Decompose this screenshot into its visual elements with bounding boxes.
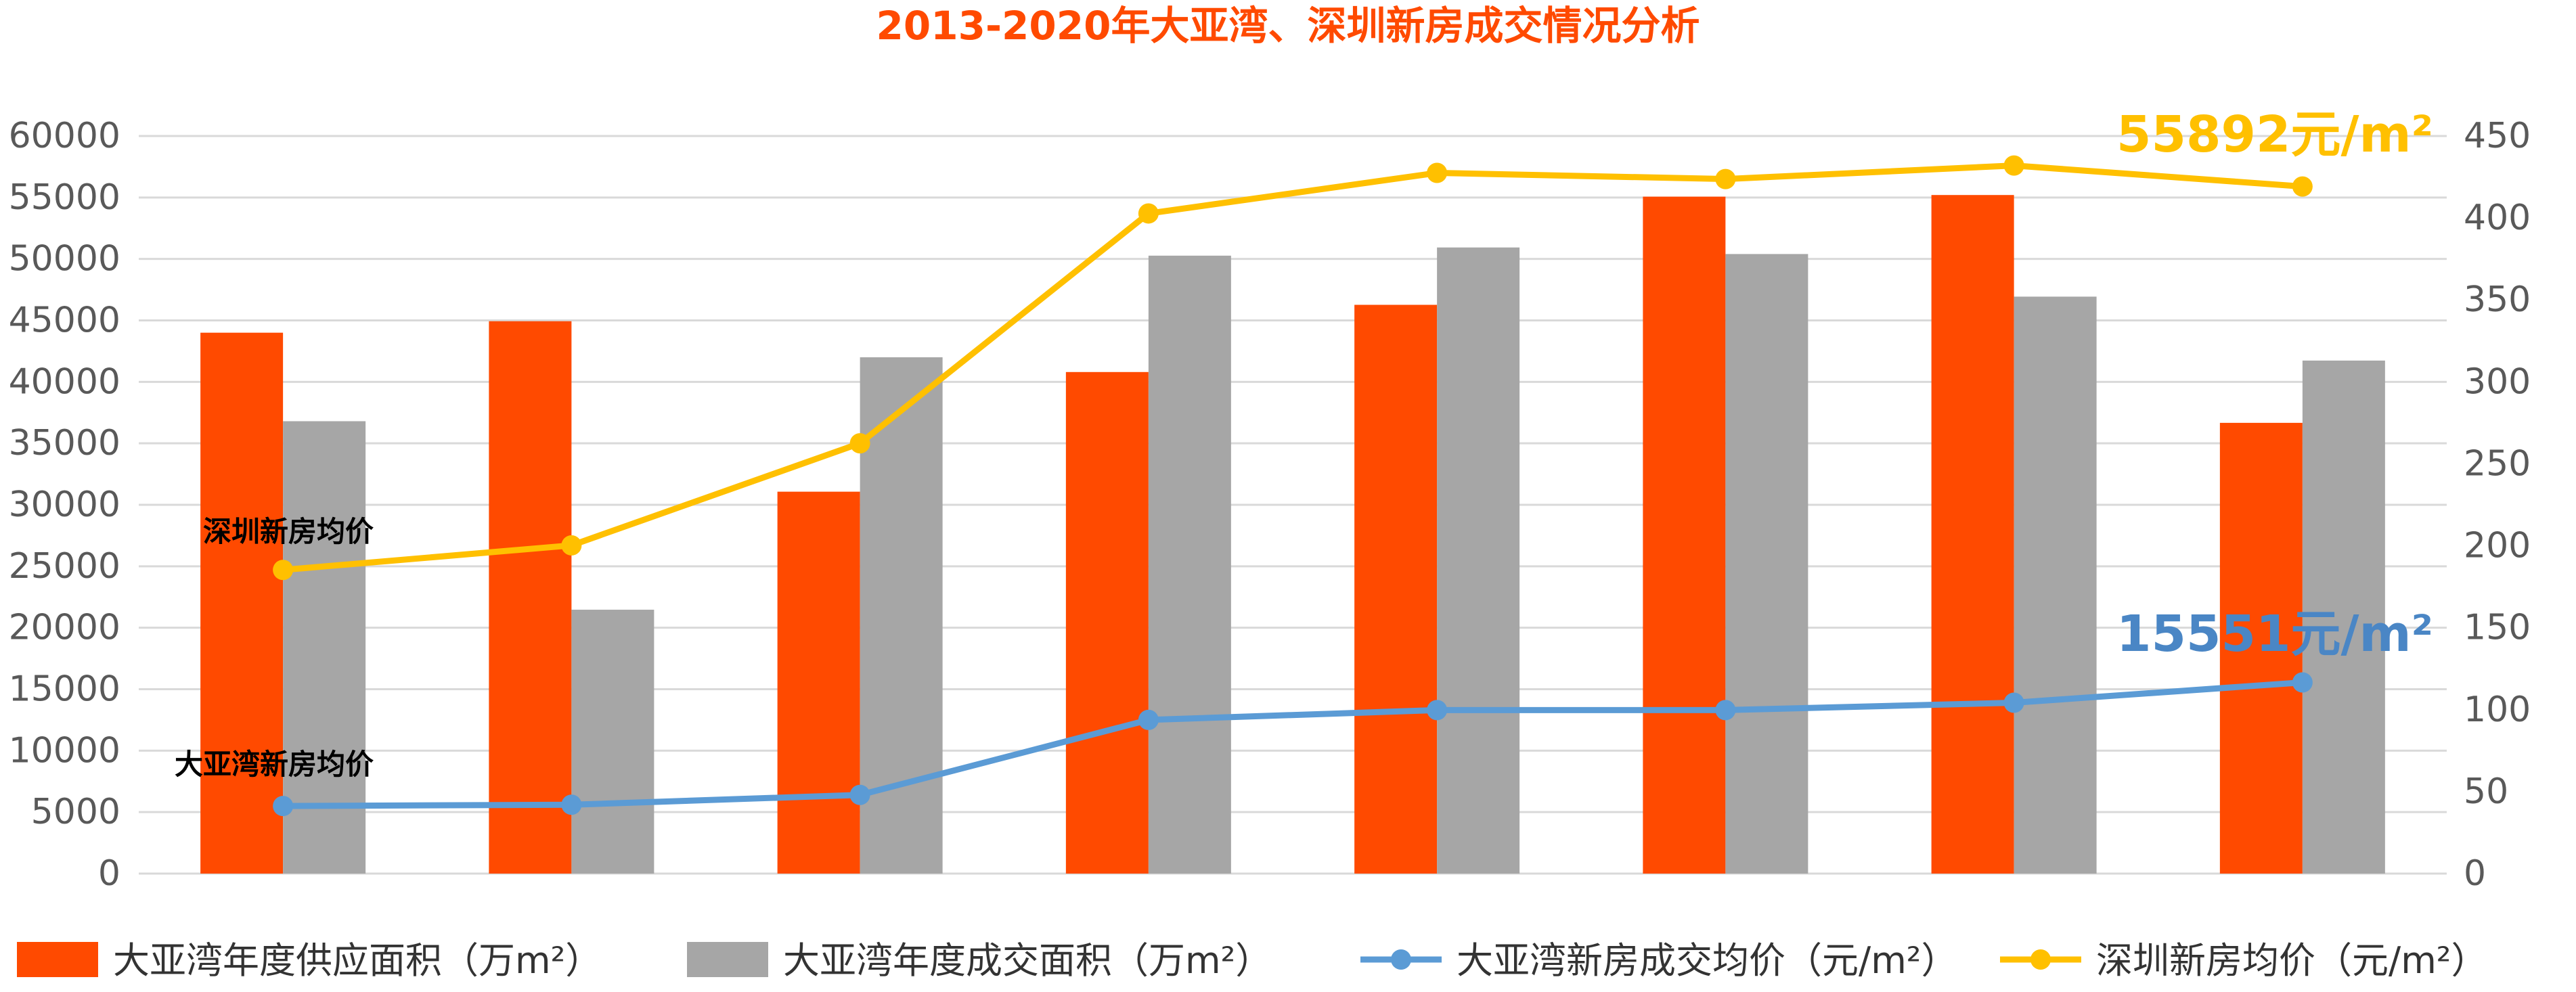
legend-label: 大亚湾年度成交面积（万m²） [783,939,1272,982]
left-tick-label: 40000 [9,361,120,402]
left-tick-label: 0 [98,853,120,894]
right-tick-label: 300 [2464,361,2531,402]
left-tick-label: 50000 [9,239,120,279]
right-tick-label: 150 [2464,608,2531,648]
left-tick-label: 30000 [9,484,120,525]
sz-series-label: 深圳新房均价 [203,515,374,548]
bar-sales [1437,247,1520,874]
legend-swatch [17,942,98,977]
legend: 大亚湾年度供应面积（万m²） 大亚湾年度成交面积（万m²） 大亚湾新房成交均价（元/… [17,939,2487,982]
sz-price-point [2003,155,2024,176]
bar-sales [571,610,654,874]
legend-label: 大亚湾新房成交均价（元/m²） [1457,939,1957,982]
legend-marker [1391,949,1411,970]
annotations: 深圳新房均价 大亚湾新房均价 55892元/m² 15551元/m² [175,106,2433,781]
bar-sales [2014,296,2097,874]
bar-supply [1065,371,1149,874]
legend-label: 深圳新房均价（元/m²） [2096,939,2487,982]
dyw-price-point [1138,709,1159,730]
sz-price-point [1427,162,1448,183]
legend-swatch [687,942,768,977]
gridlines [139,135,2447,875]
bar-series [200,195,2385,874]
dyw-end-value: 15551元/m² [2116,605,2433,663]
left-tick-label: 60000 [9,116,120,156]
left-tick-label: 35000 [9,423,120,464]
right-tick-label: 450 [2464,116,2531,156]
dyw-price-point [1715,700,1736,721]
right-axis: 0 50 100 150 200 250 300 350 400 450 [2464,116,2531,894]
dyw-price-point [849,784,870,805]
bar-supply [489,321,572,874]
bar-supply [1354,305,1438,874]
left-tick-label: 25000 [9,546,120,587]
sz-price-point [849,433,870,454]
left-axis: 0 5000 10000 15000 20000 25000 30000 35000 40000… [9,116,120,894]
right-tick-label: 400 [2464,198,2531,238]
dyw-price-point [1427,700,1448,721]
right-tick-label: 350 [2464,279,2531,320]
legend-marker [2030,949,2051,970]
dyw-price-line [283,679,2303,809]
sz-price-point [1138,203,1159,224]
bar-sales [283,421,366,874]
right-tick-label: 50 [2464,771,2508,812]
bar-supply [1643,196,1726,874]
bar-sales [860,357,943,874]
left-tick-label: 20000 [9,608,120,648]
dyw-series-label: 大亚湾新房均价 [175,748,374,781]
dyw-price-point [561,794,582,815]
sz-price-point [561,535,582,556]
right-tick-label: 100 [2464,690,2531,730]
dyw-price-point [273,796,294,817]
bar-supply [777,491,860,874]
right-tick-label: 0 [2464,853,2486,894]
sz-price-point [2292,176,2313,197]
bar-sales [1725,254,1808,874]
dyw-price-point [2292,672,2313,693]
chart-title: 2013-2020年大亚湾、深圳新房成交情况分析 [876,3,1700,49]
sz-price-line [282,162,2303,573]
left-tick-label: 15000 [9,669,120,710]
dyw-price-point [2003,692,2024,713]
legend-label: 大亚湾年度供应面积（万m²） [113,939,602,982]
line-series [273,155,2313,817]
left-tick-label: 5000 [31,792,120,832]
left-tick-label: 10000 [9,730,120,771]
bar-supply [1931,195,2014,874]
bar-supply [200,332,284,874]
bar-supply [2219,422,2303,874]
sz-price-point [1715,168,1736,189]
sz-end-value: 55892元/m² [2116,106,2433,164]
left-tick-label: 55000 [9,177,120,218]
right-tick-label: 200 [2464,526,2531,566]
bar-sales [1148,255,1231,874]
bar-sales [2302,360,2385,874]
right-tick-label: 250 [2464,443,2531,484]
left-tick-label: 45000 [9,300,120,341]
sz-price-point [273,560,294,581]
